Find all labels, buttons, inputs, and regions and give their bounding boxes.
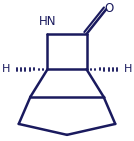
- Text: O: O: [104, 2, 113, 15]
- Text: HN: HN: [39, 15, 56, 28]
- Text: H: H: [124, 64, 133, 74]
- Text: H: H: [1, 64, 10, 74]
